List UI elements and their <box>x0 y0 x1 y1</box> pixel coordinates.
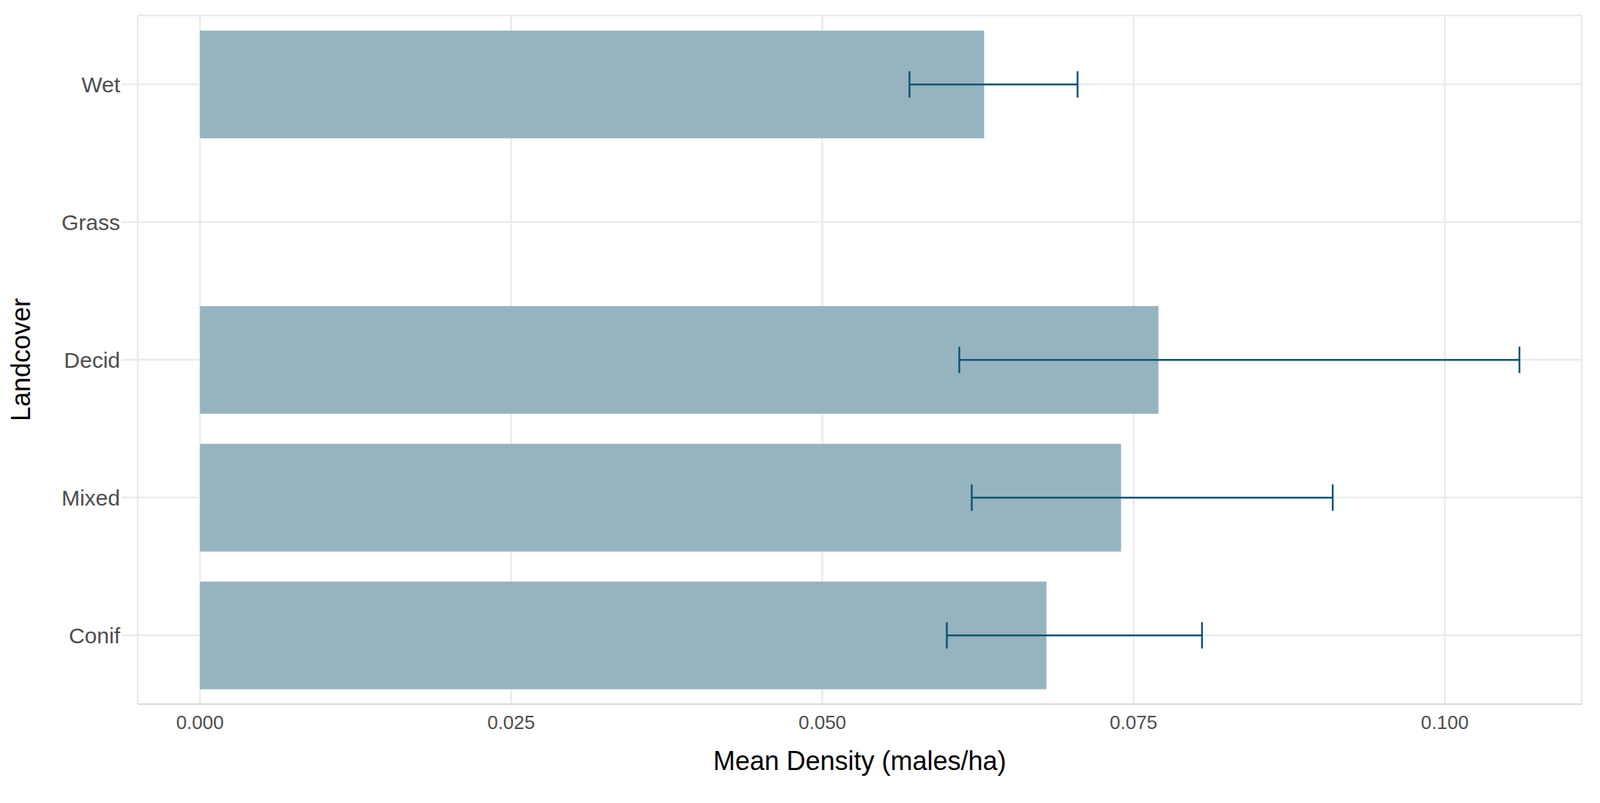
svg-text:Wet: Wet <box>81 72 121 97</box>
svg-text:Conif: Conif <box>68 623 121 648</box>
svg-text:0.050: 0.050 <box>798 711 847 734</box>
svg-text:Landcover: Landcover <box>5 298 36 422</box>
svg-text:Decid: Decid <box>63 347 121 373</box>
svg-text:Mixed: Mixed <box>61 485 121 510</box>
svg-text:0.075: 0.075 <box>1109 711 1158 734</box>
svg-text:Grass: Grass <box>61 210 121 235</box>
svg-text:0.025: 0.025 <box>487 711 535 734</box>
svg-text:Mean Density (males/ha): Mean Density (males/ha) <box>712 745 1006 776</box>
svg-text:0.100: 0.100 <box>1421 711 1469 734</box>
svg-text:0.000: 0.000 <box>175 711 224 734</box>
